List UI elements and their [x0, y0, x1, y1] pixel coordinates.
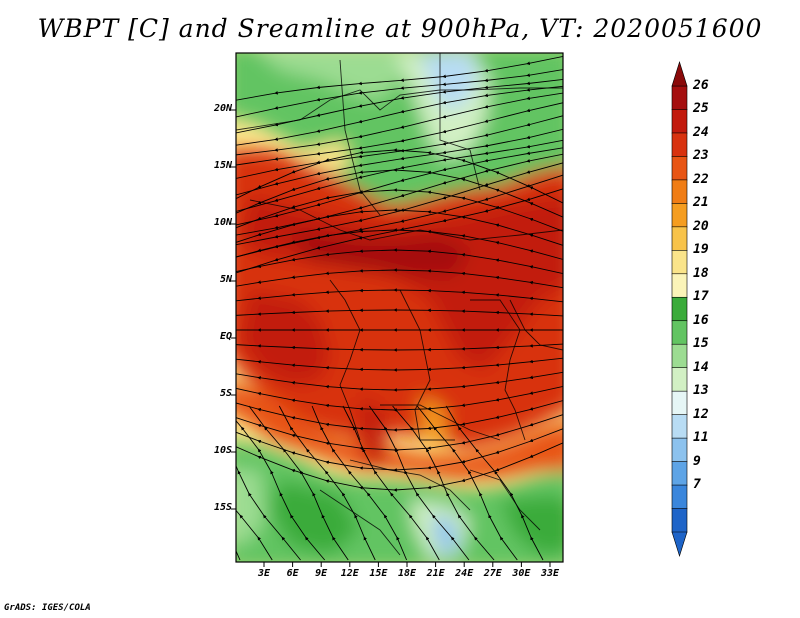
colorbar-segment — [671, 296, 688, 322]
streamline — [236, 248, 563, 275]
lat-tick-label: EQ — [219, 331, 232, 342]
streamline — [236, 343, 563, 352]
colorbar-segment — [671, 250, 688, 275]
lat-tick-label: 5N — [219, 274, 232, 285]
lon-tick-label: 24E — [455, 568, 474, 579]
lat-tick-label: 15N — [213, 160, 232, 171]
colorbar-label: 9 — [693, 453, 701, 469]
streamline — [236, 357, 563, 372]
colorbar-label: 17 — [693, 289, 709, 305]
colorbar-label: 13 — [693, 383, 709, 399]
colorbar-segment — [671, 367, 688, 392]
colorbar-segment — [671, 226, 688, 251]
lat-tick-label: 10S — [213, 445, 232, 456]
colorbar-label: 16 — [693, 312, 709, 328]
streamline — [236, 371, 563, 392]
colorbar-label: 20 — [693, 218, 709, 234]
lat-tick-label: 5S — [219, 388, 232, 399]
lon-tick-label: 3E — [257, 568, 271, 579]
colorbar-upper-arrow — [671, 60, 688, 87]
colorbar-segment — [671, 320, 688, 345]
colorbar-label: 14 — [693, 359, 709, 375]
colorbar-label: 24 — [693, 124, 709, 140]
streamline — [236, 288, 563, 303]
colorbar-segment — [671, 484, 688, 510]
lat-tick-label: 15S — [213, 502, 232, 513]
colorbar-label: 21 — [693, 195, 709, 211]
credit-text: GrADS: IGES/COLA — [4, 603, 91, 613]
wbpt-field — [236, 53, 563, 562]
lon-tick-label: 12E — [340, 568, 359, 579]
colorbar-segment — [671, 343, 688, 369]
colorbar-segment — [671, 390, 688, 416]
colorbar-segment — [671, 203, 688, 228]
colorbar-label: 19 — [693, 242, 709, 258]
lon-tick-label: 9E — [315, 568, 328, 579]
streamline — [236, 549, 241, 561]
colorbar-segment — [671, 179, 688, 204]
lon-tick-label: 27E — [483, 568, 502, 579]
streamline — [236, 268, 563, 289]
colorbar-segment — [671, 109, 688, 134]
lon-tick-label: 21E — [426, 568, 445, 579]
colorbar-segment — [671, 132, 688, 158]
colorbar-segment — [671, 273, 688, 298]
colorbar-label: 25 — [693, 101, 709, 117]
lon-tick-label: 18E — [397, 568, 417, 579]
lon-tick-label: 30E — [512, 568, 531, 579]
colorbar-lower-arrow — [671, 531, 688, 558]
colorbar-segment — [671, 156, 688, 181]
streamline — [236, 228, 563, 260]
colorbar-label: 18 — [693, 265, 709, 281]
colorbar-label: 15 — [693, 336, 709, 352]
lat-tick-label: 20N — [213, 103, 232, 114]
colorbar-label: 7 — [693, 477, 701, 493]
lat-tick-label: 10N — [213, 217, 232, 228]
streamline — [236, 208, 563, 246]
colorbar-label: 11 — [693, 430, 709, 446]
colorbar-label: 22 — [693, 171, 709, 187]
map-title: WBPT [C] and Sreamline at 900hPa, VT: 20… — [37, 14, 763, 43]
colorbar-segment — [671, 437, 688, 463]
colorbar-segment — [671, 461, 688, 486]
colorbar-label: 26 — [693, 78, 709, 93]
colorbar-label: 23 — [693, 148, 709, 164]
map-frame — [235, 52, 564, 563]
colorbar — [671, 60, 688, 558]
colorbar-segment — [671, 85, 688, 111]
streamline — [236, 308, 563, 317]
lon-tick-label: 33E — [540, 568, 560, 579]
lon-tick-label: 6E — [286, 568, 299, 579]
colorbar-segment — [671, 414, 688, 439]
lon-tick-label: 15E — [369, 568, 388, 579]
streamline — [445, 405, 544, 561]
colorbar-label: 12 — [693, 406, 709, 422]
colorbar-segment — [671, 508, 688, 533]
